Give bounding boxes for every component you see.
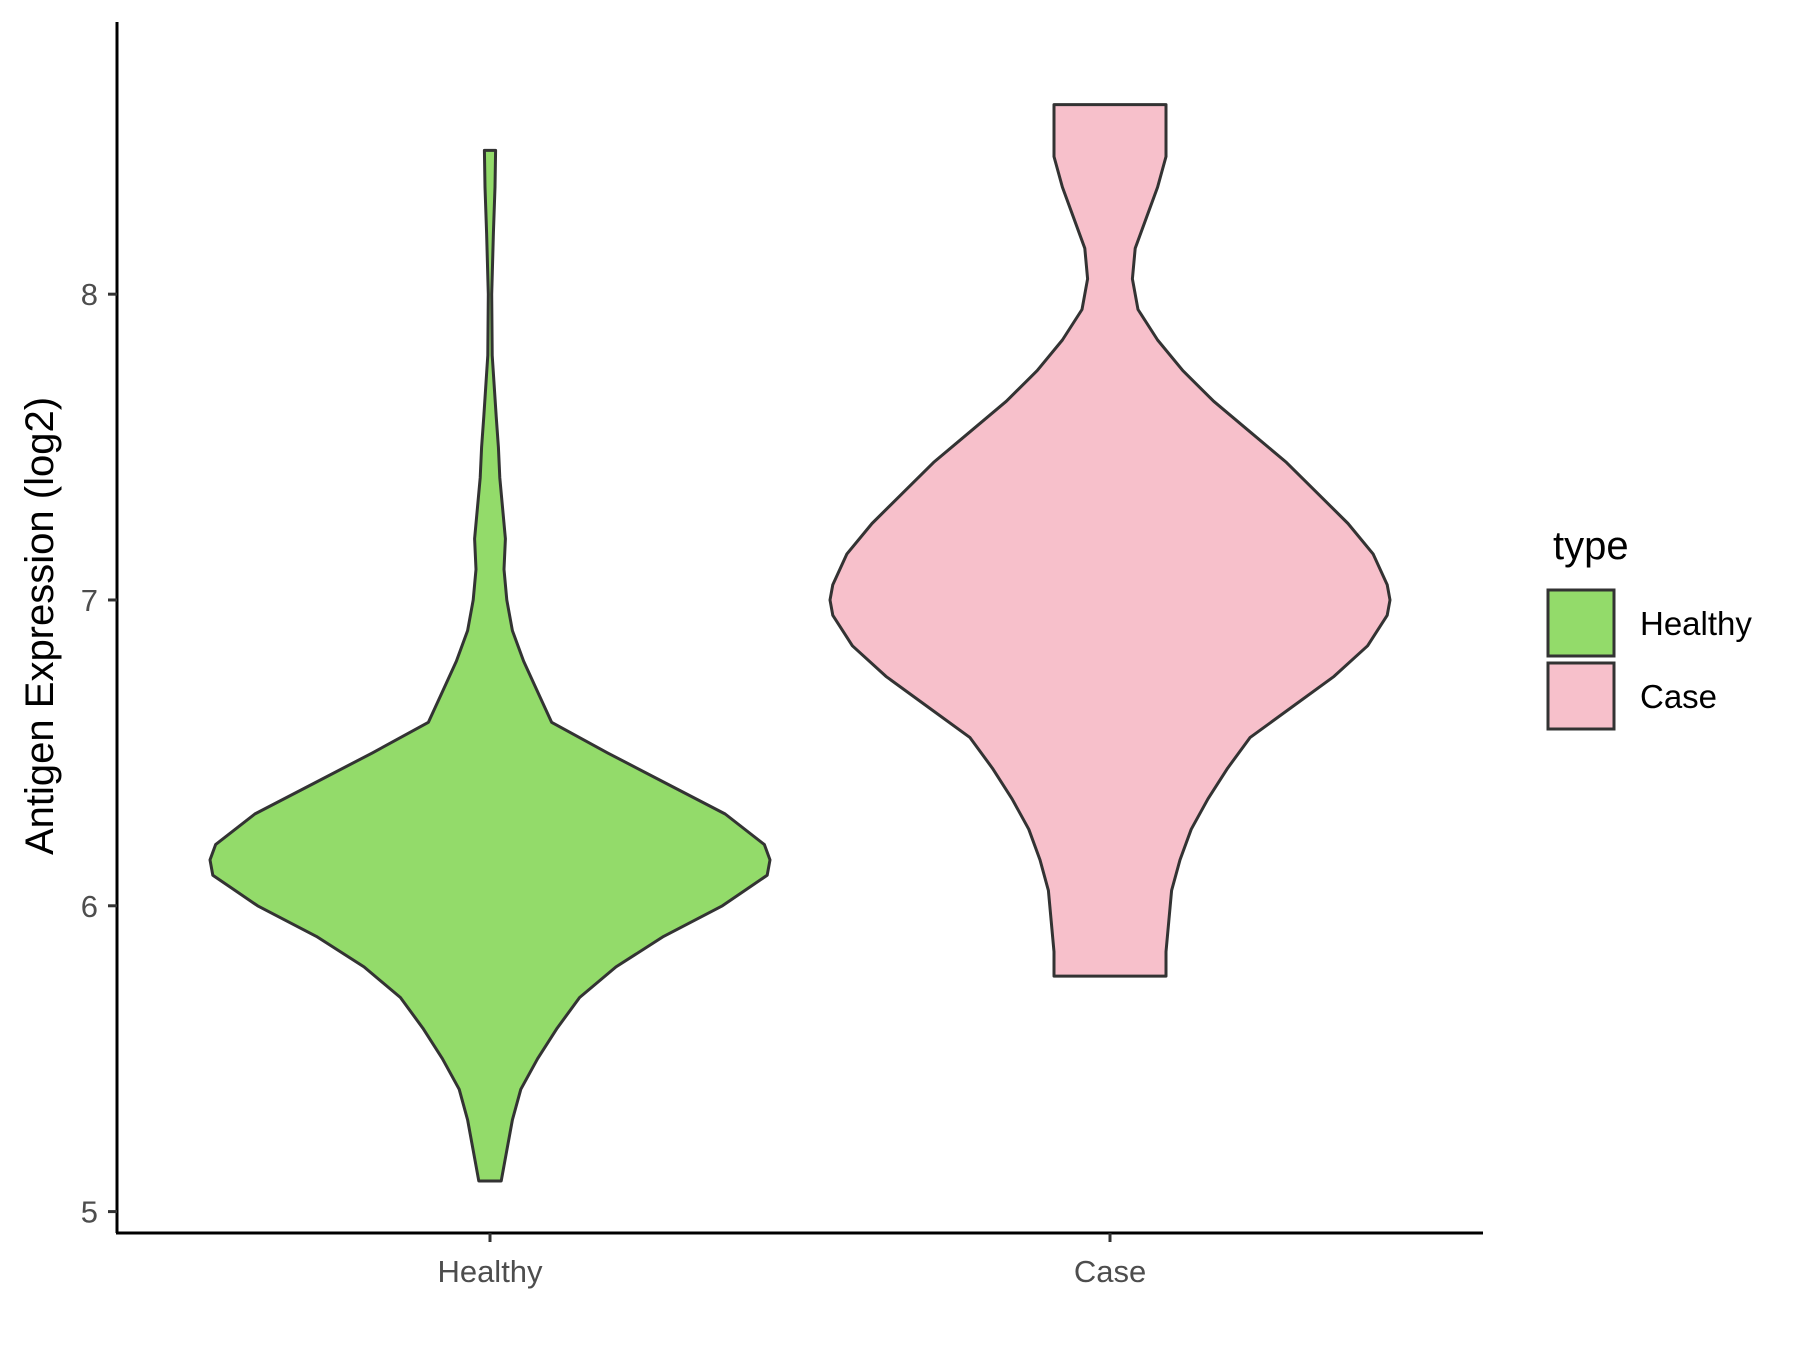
violin-healthy <box>208 148 772 1183</box>
y-tick-label: 8 <box>81 277 98 312</box>
y-ticks: 5 6 7 8 <box>81 277 117 1230</box>
x-tick-label: Case <box>1074 1254 1146 1289</box>
violins-layer <box>208 103 1392 1183</box>
y-tick-label: 5 <box>81 1195 98 1230</box>
x-ticks: Healthy Case <box>437 1233 1146 1289</box>
legend: type Healthy Case <box>1546 524 1752 731</box>
y-tick-label: 7 <box>81 583 98 618</box>
x-tick-label: Healthy <box>437 1254 543 1289</box>
legend-label-case: Case <box>1640 678 1717 715</box>
y-tick-label: 6 <box>81 889 98 924</box>
legend-title: type <box>1553 524 1629 568</box>
violin-case <box>828 103 1392 978</box>
y-axis-title: Antigen Expression (log2) <box>18 397 62 855</box>
legend-key-healthy <box>1546 588 1616 658</box>
axes-layer <box>115 22 1483 1235</box>
legend-key-case <box>1546 661 1616 731</box>
legend-label-healthy: Healthy <box>1640 605 1752 642</box>
